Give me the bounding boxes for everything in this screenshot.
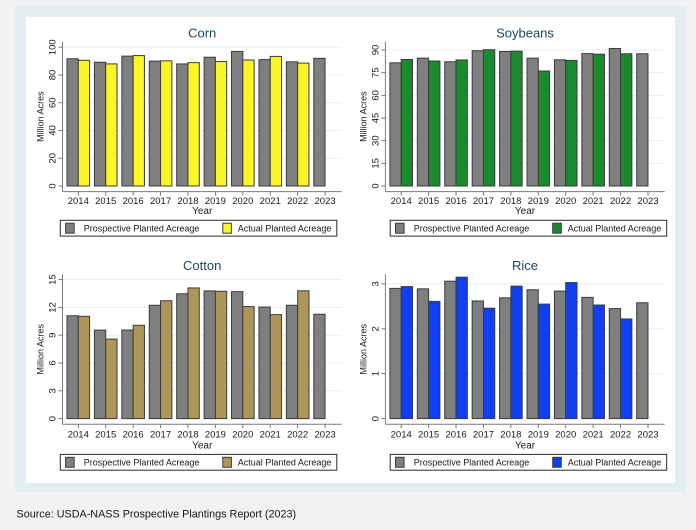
svg-text:2016: 2016 bbox=[445, 429, 466, 440]
svg-text:2019: 2019 bbox=[205, 196, 226, 207]
svg-text:2022: 2022 bbox=[610, 196, 631, 207]
svg-text:2015: 2015 bbox=[418, 429, 439, 440]
svg-text:Rice: Rice bbox=[512, 258, 538, 273]
svg-text:2022: 2022 bbox=[287, 429, 308, 440]
svg-text:90: 90 bbox=[371, 45, 382, 56]
svg-text:45: 45 bbox=[371, 113, 382, 124]
svg-text:Million Acres: Million Acres bbox=[36, 91, 46, 142]
svg-text:Actual Planted Acreage: Actual Planted Acreage bbox=[568, 224, 662, 234]
svg-text:2018: 2018 bbox=[177, 429, 198, 440]
svg-text:3: 3 bbox=[48, 388, 59, 393]
svg-text:2014: 2014 bbox=[391, 429, 412, 440]
svg-text:2020: 2020 bbox=[232, 429, 253, 440]
svg-text:60: 60 bbox=[48, 97, 59, 108]
svg-text:30: 30 bbox=[371, 135, 382, 146]
svg-text:9: 9 bbox=[48, 333, 59, 338]
svg-text:75: 75 bbox=[371, 67, 382, 78]
svg-text:2019: 2019 bbox=[528, 196, 549, 207]
svg-text:2021: 2021 bbox=[583, 429, 604, 440]
svg-text:Prospective Planted Acreage: Prospective Planted Acreage bbox=[414, 458, 530, 468]
svg-text:2: 2 bbox=[371, 326, 382, 331]
svg-text:2021: 2021 bbox=[260, 429, 281, 440]
svg-text:0: 0 bbox=[371, 416, 382, 421]
svg-text:2023: 2023 bbox=[315, 196, 336, 207]
svg-text:2020: 2020 bbox=[232, 196, 253, 207]
svg-text:2014: 2014 bbox=[391, 196, 412, 207]
svg-text:2015: 2015 bbox=[95, 196, 116, 207]
svg-text:Prospective Planted Acreage: Prospective Planted Acreage bbox=[84, 224, 200, 234]
svg-text:3: 3 bbox=[371, 281, 382, 286]
svg-text:2016: 2016 bbox=[445, 196, 466, 207]
svg-text:2017: 2017 bbox=[150, 196, 171, 207]
svg-text:1: 1 bbox=[371, 371, 382, 376]
svg-text:2015: 2015 bbox=[95, 429, 116, 440]
svg-text:Million Acres: Million Acres bbox=[359, 91, 369, 142]
svg-text:Prospective Planted Acreage: Prospective Planted Acreage bbox=[84, 458, 200, 468]
svg-text:2014: 2014 bbox=[68, 196, 89, 207]
svg-text:2019: 2019 bbox=[205, 429, 226, 440]
svg-text:2023: 2023 bbox=[315, 429, 336, 440]
svg-text:2016: 2016 bbox=[123, 196, 144, 207]
svg-text:2022: 2022 bbox=[610, 429, 631, 440]
svg-text:2018: 2018 bbox=[500, 429, 521, 440]
svg-text:2014: 2014 bbox=[68, 429, 89, 440]
svg-text:Year: Year bbox=[515, 440, 536, 451]
svg-text:15: 15 bbox=[371, 158, 382, 169]
svg-text:Year: Year bbox=[515, 206, 536, 217]
svg-text:2023: 2023 bbox=[637, 196, 658, 207]
svg-text:12: 12 bbox=[48, 302, 59, 313]
svg-text:80: 80 bbox=[48, 70, 59, 81]
svg-text:0: 0 bbox=[371, 183, 382, 188]
svg-text:Cotton: Cotton bbox=[183, 258, 221, 273]
svg-text:2020: 2020 bbox=[555, 196, 576, 207]
svg-text:20: 20 bbox=[48, 153, 59, 164]
svg-text:0: 0 bbox=[48, 183, 59, 188]
svg-text:2017: 2017 bbox=[150, 429, 171, 440]
svg-text:Corn: Corn bbox=[188, 26, 216, 41]
svg-text:Year: Year bbox=[192, 440, 213, 451]
svg-text:60: 60 bbox=[371, 90, 382, 101]
svg-text:0: 0 bbox=[48, 416, 59, 421]
svg-text:15: 15 bbox=[48, 274, 59, 285]
svg-text:Actual Planted Acreage: Actual Planted Acreage bbox=[238, 224, 332, 234]
svg-text:2021: 2021 bbox=[260, 196, 281, 207]
svg-text:2016: 2016 bbox=[123, 429, 144, 440]
svg-text:2018: 2018 bbox=[500, 196, 521, 207]
svg-text:Million Acres: Million Acres bbox=[36, 323, 46, 374]
svg-text:Source: USDA-NASS Prospective: Source: USDA-NASS Prospective Plantings … bbox=[17, 508, 297, 520]
svg-text:Actual Planted Acreage: Actual Planted Acreage bbox=[238, 458, 332, 468]
svg-text:2017: 2017 bbox=[473, 196, 494, 207]
svg-text:2020: 2020 bbox=[555, 429, 576, 440]
svg-text:Actual Planted Acreage: Actual Planted Acreage bbox=[568, 458, 662, 468]
svg-text:2017: 2017 bbox=[473, 429, 494, 440]
svg-text:2022: 2022 bbox=[287, 196, 308, 207]
svg-text:2015: 2015 bbox=[418, 196, 439, 207]
svg-text:6: 6 bbox=[48, 360, 59, 365]
svg-text:Prospective Planted Acreage: Prospective Planted Acreage bbox=[414, 224, 530, 234]
svg-text:2021: 2021 bbox=[583, 196, 604, 207]
svg-text:Year: Year bbox=[192, 206, 213, 217]
svg-text:Soybeans: Soybeans bbox=[496, 26, 554, 41]
svg-text:40: 40 bbox=[48, 125, 59, 136]
svg-text:2019: 2019 bbox=[528, 429, 549, 440]
svg-text:2023: 2023 bbox=[637, 429, 658, 440]
svg-text:Million Acres: Million Acres bbox=[359, 323, 369, 374]
svg-text:2018: 2018 bbox=[177, 196, 198, 207]
svg-text:100: 100 bbox=[48, 39, 59, 55]
